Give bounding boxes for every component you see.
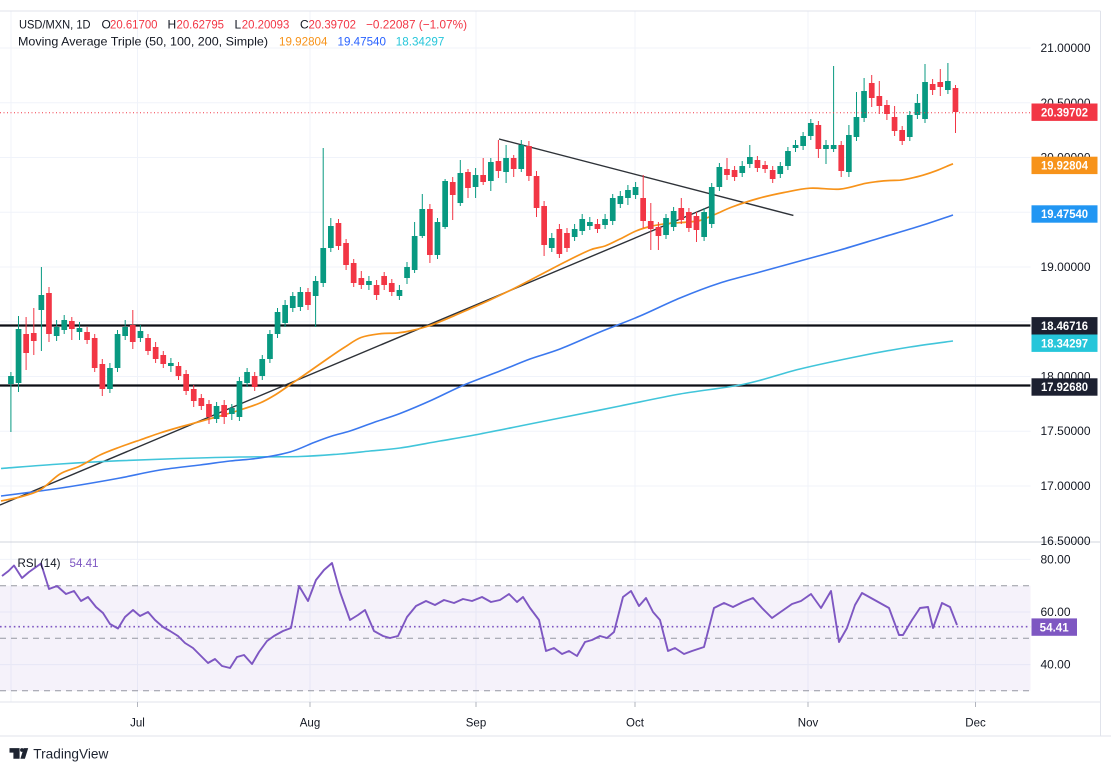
svg-text:17.92680: 17.92680 [1041, 382, 1088, 394]
svg-text:Dec: Dec [965, 718, 986, 730]
svg-text:20.39702: 20.39702 [309, 18, 357, 32]
svg-text:20.20093: 20.20093 [242, 18, 290, 32]
svg-text:60.00: 60.00 [1041, 607, 1071, 619]
svg-text:Jul: Jul [130, 718, 145, 730]
svg-text:18.46716: 18.46716 [1041, 321, 1088, 333]
svg-text:20.61700: 20.61700 [110, 18, 158, 32]
svg-text:54.41: 54.41 [1040, 622, 1070, 634]
svg-text:21.00000: 21.00000 [1041, 43, 1091, 55]
svg-text:H: H [168, 18, 177, 32]
svg-text:40.00: 40.00 [1041, 660, 1071, 672]
svg-text:C: C [300, 18, 309, 32]
svg-text:18.34297: 18.34297 [396, 35, 445, 49]
svg-text:O: O [102, 18, 111, 32]
svg-text:19.92804: 19.92804 [1041, 161, 1089, 173]
svg-text:Moving Average Triple (50, 100: Moving Average Triple (50, 100, 200, Sim… [18, 35, 268, 49]
svg-text:19.00000: 19.00000 [1041, 262, 1091, 274]
svg-text:17.00000: 17.00000 [1041, 481, 1091, 493]
svg-text:20.39702: 20.39702 [1041, 107, 1088, 119]
svg-text:L: L [235, 18, 242, 32]
svg-text:19.92804: 19.92804 [279, 35, 328, 49]
svg-text:RSI (14): RSI (14) [18, 556, 61, 570]
svg-text:Sep: Sep [466, 718, 486, 730]
svg-text:19.47540: 19.47540 [1041, 209, 1088, 221]
svg-text:16.50000: 16.50000 [1041, 536, 1091, 548]
svg-text:−0.22087 (−1.07%): −0.22087 (−1.07%) [366, 18, 467, 32]
svg-text:19.47540: 19.47540 [338, 35, 387, 49]
svg-text:USD/MXN, 1D: USD/MXN, 1D [19, 18, 91, 32]
svg-text:18.34297: 18.34297 [1041, 338, 1088, 350]
svg-text:Aug: Aug [300, 718, 320, 730]
svg-text:17.50000: 17.50000 [1041, 426, 1091, 438]
svg-text:Nov: Nov [798, 718, 819, 730]
svg-text:Oct: Oct [626, 718, 645, 730]
svg-text:54.41: 54.41 [70, 556, 99, 570]
svg-text:80.00: 80.00 [1041, 554, 1071, 566]
svg-text:20.62795: 20.62795 [177, 18, 225, 32]
svg-text:TradingView: TradingView [33, 745, 109, 761]
